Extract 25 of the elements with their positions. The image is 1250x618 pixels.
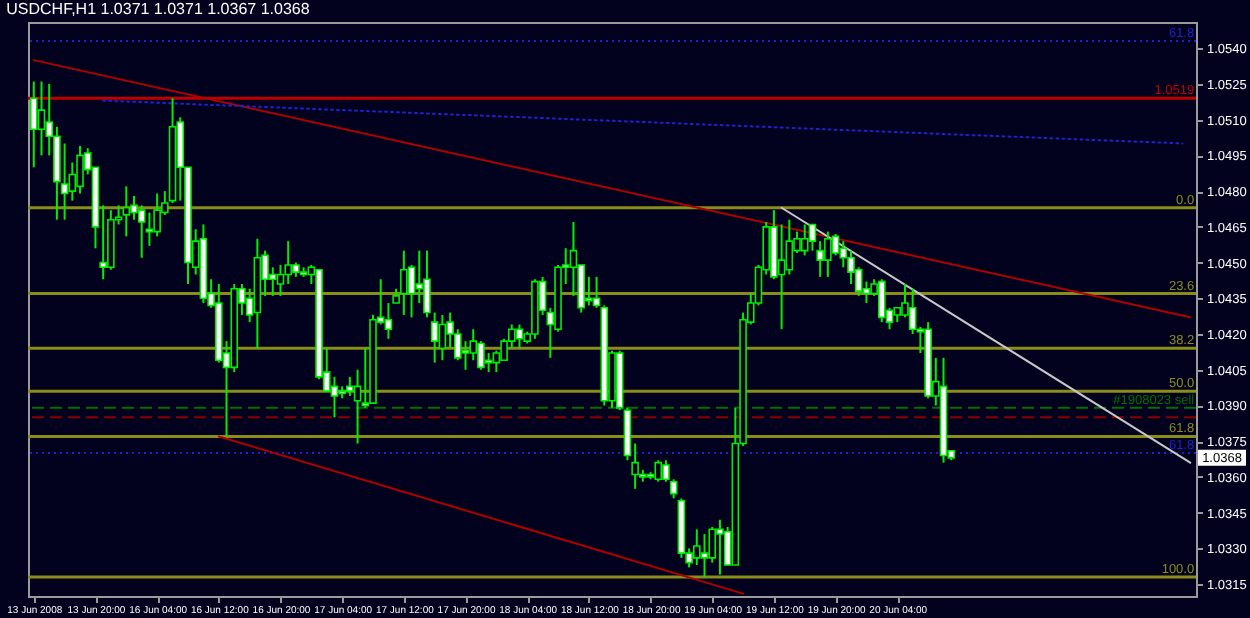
candlestick <box>461 340 470 371</box>
candlestick <box>654 459 663 483</box>
candlestick <box>515 323 524 350</box>
candlestick <box>878 278 886 324</box>
candlestick <box>346 375 354 397</box>
candlestick <box>76 144 84 195</box>
candlestick <box>469 328 478 362</box>
candlestick <box>438 313 447 362</box>
candlestick <box>423 249 431 319</box>
candlestick <box>716 518 724 576</box>
candlestick <box>824 230 832 278</box>
candlestick <box>400 249 408 316</box>
candlestick <box>800 223 809 257</box>
candlestick <box>37 80 46 157</box>
candlestick <box>153 192 161 238</box>
candlestick <box>430 311 439 364</box>
candlestick <box>137 204 146 259</box>
chart-title: USDCHF,H1 1.0371 1.0371 1.0367 1.0368 <box>6 0 311 18</box>
candlestick <box>107 209 115 271</box>
candlestick <box>777 223 786 331</box>
candlestick <box>415 249 424 305</box>
candlestick <box>330 375 339 419</box>
candlestick <box>122 185 131 238</box>
candlestick <box>700 533 709 578</box>
candlestick <box>29 80 38 169</box>
